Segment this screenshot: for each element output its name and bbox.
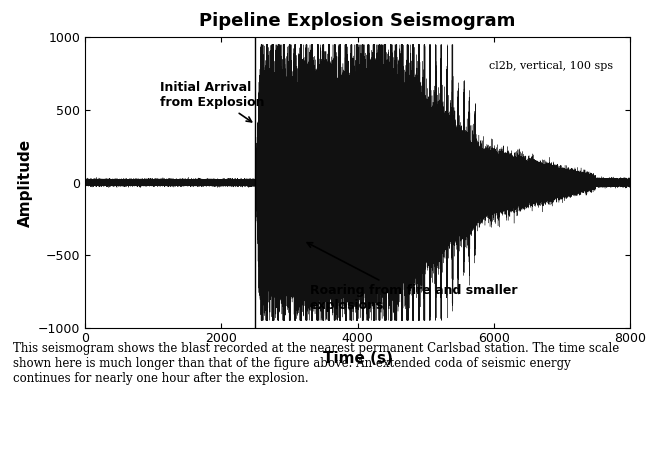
X-axis label: Time (s): Time (s): [323, 351, 392, 366]
Y-axis label: Amplitude: Amplitude: [18, 139, 33, 227]
Text: Initial Arrival
from Explosion: Initial Arrival from Explosion: [160, 81, 264, 122]
Text: This seismogram shows the blast recorded at the nearest permanent Carlsbad stati: This seismogram shows the blast recorded…: [13, 342, 619, 385]
Title: Pipeline Explosion Seismogram: Pipeline Explosion Seismogram: [199, 12, 516, 30]
Text: Roaring from fire and smaller
explosions: Roaring from fire and smaller explosions: [307, 243, 518, 312]
Text: cl2b, vertical, 100 sps: cl2b, vertical, 100 sps: [489, 61, 613, 71]
